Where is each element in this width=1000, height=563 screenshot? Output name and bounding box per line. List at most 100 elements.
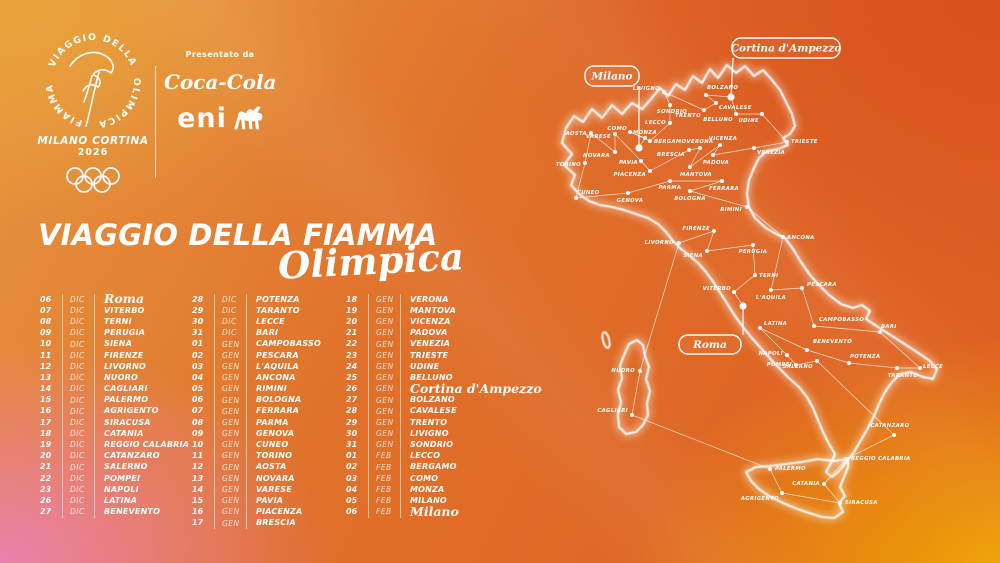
city-label-pescara: PESCARA <box>807 282 837 288</box>
stage-month: DIC <box>62 405 94 418</box>
stage-month: GEN <box>214 450 246 462</box>
city-label-como: COMO <box>607 126 627 132</box>
route-edge-cuneo-torino <box>575 162 586 199</box>
stage-month: DIC <box>62 450 94 462</box>
stage-city: LIVORNO <box>94 361 194 373</box>
route-edge-varese-pavia <box>614 133 642 162</box>
city-dot-novara <box>613 150 617 154</box>
stage-month: DIC <box>214 327 246 339</box>
city-dot-campobasso <box>812 324 816 328</box>
stage-day: 23 <box>346 350 358 360</box>
stage-month: GEN <box>368 305 400 317</box>
city-dot-venezia <box>752 146 756 150</box>
stage-day: 18 <box>346 294 358 304</box>
route-edge-catanzaro-salerno <box>816 360 895 436</box>
city-dot-benevento <box>805 348 809 352</box>
city-label-belluno: BELLUNO <box>703 117 733 123</box>
city-label-cagliari: CAGLIARI <box>597 408 628 414</box>
city-label-rimini: RIMINI <box>720 207 742 213</box>
stage-month: DIC <box>214 316 246 328</box>
stage-city: TRIESTE <box>400 349 500 362</box>
city-dot-pavia <box>639 159 643 163</box>
city-dot-como <box>628 130 632 134</box>
stage-day: 21 <box>40 462 52 472</box>
route-edge-livorno-nuoro <box>639 242 680 372</box>
city-dot-palermo <box>768 467 772 471</box>
route-edge-cavalese-trento <box>703 102 717 111</box>
presented-by-label: Presentato da <box>185 50 255 59</box>
stage-day: 24 <box>346 361 358 371</box>
route-edge-vicenza-padova <box>712 144 721 156</box>
route-edge-pescara-laquila <box>770 287 803 291</box>
city-dot-catanzaro <box>892 433 896 437</box>
route-edge-torino-aosta <box>584 132 592 164</box>
city-dot-vicenza <box>718 143 722 147</box>
stage-day: 12 <box>192 462 204 472</box>
stage-month: FEB <box>368 495 400 507</box>
city-dot-ferrara <box>720 179 724 183</box>
stage-day: 21 <box>346 328 358 338</box>
city-dot-lecce <box>918 366 922 370</box>
emblem-year: 2026 <box>78 147 108 158</box>
stage-city: BERGAMO <box>400 461 500 473</box>
stage-month: DIC <box>62 506 94 518</box>
milano-cortina-2026-emblem: VIAGGIO DELLA OLIMPICA FIAMMA MILANO COR… <box>37 32 148 193</box>
city-dot-cavalese <box>714 101 718 105</box>
stage-month: DIC <box>62 484 94 496</box>
route-edge-livigno-sondrio <box>663 91 671 106</box>
stage-month: DIC <box>62 473 94 485</box>
stage-month: GEN <box>368 349 400 362</box>
page-title: VIAGGIO DELLA FIAMMA <box>38 218 438 252</box>
stage-day: 16 <box>192 507 204 517</box>
route-edge-siracusa-catania <box>823 483 841 504</box>
stage-city: TORINO <box>246 450 346 462</box>
city-dot-nuoro <box>638 369 642 373</box>
stage-day: 30 <box>346 428 358 438</box>
route-edge-venezia-trieste <box>753 141 788 149</box>
stage-city: CAGLIARI <box>94 383 194 395</box>
stage-city: CAVALESE <box>400 405 500 418</box>
stage-month: DIC <box>62 316 94 328</box>
city-dot-bologna <box>688 189 692 193</box>
schedule-column-2: 28 DIC POTENZA 29 DIC TARANTO 30 DIC LECCE 31 DIC B… <box>190 294 346 529</box>
stage-city: CUNEO <box>246 439 346 451</box>
stage-city: POMPEI <box>94 473 194 485</box>
stage-day: 27 <box>40 507 52 517</box>
city-dot-pompei <box>794 363 798 367</box>
callout-label-cortina: Cortina d'Ampezzo <box>731 43 842 55</box>
city-dot-monza <box>643 136 647 140</box>
city-dot-livorno <box>677 241 681 245</box>
stage-city: VARESE <box>246 484 346 496</box>
eni-wordmark: eni <box>177 102 227 134</box>
route-edge-latina-benevento <box>759 327 808 351</box>
callout-box-roma <box>678 334 742 355</box>
stage-month: FEB <box>368 484 400 496</box>
stage-day: 10 <box>40 339 52 349</box>
city-label-perugia: PERUGIA <box>739 249 768 255</box>
route-edge-firenze-livorno <box>678 230 715 244</box>
route-edge-trieste-udine <box>761 113 788 143</box>
route-edge-salerno-pompei <box>795 360 818 366</box>
route-edge-viterbo-terni <box>733 274 756 293</box>
map-callouts: Milano Cortina d'Ampezzo Roma <box>584 37 842 355</box>
city-label-benevento: BENEVENTO <box>813 339 852 345</box>
stage-month: DIC <box>62 394 94 406</box>
stage-day: 28 <box>346 406 358 416</box>
city-dot-rimini <box>745 205 749 209</box>
stage-day: 04 <box>346 484 358 494</box>
stage-city: COMO <box>400 473 500 485</box>
stage-day: 12 <box>40 361 52 371</box>
city-label-napoli: NAPOLI <box>759 351 783 357</box>
route-edge-parma-genova <box>627 180 671 194</box>
stage-city: SALERNO <box>94 461 194 473</box>
city-label-trento: TRENTO <box>675 113 701 119</box>
emblem-arc-text-top: VIAGGIO DELLA <box>47 32 139 69</box>
stage-day: 13 <box>40 372 52 382</box>
city-dot-napoli <box>785 353 789 357</box>
stage-city: PADOVA <box>400 327 500 339</box>
stage-day: 26 <box>346 384 358 394</box>
stage-city: BARI <box>246 327 346 339</box>
stage-day: 17 <box>40 417 52 427</box>
stage-day: 05 <box>192 384 204 394</box>
